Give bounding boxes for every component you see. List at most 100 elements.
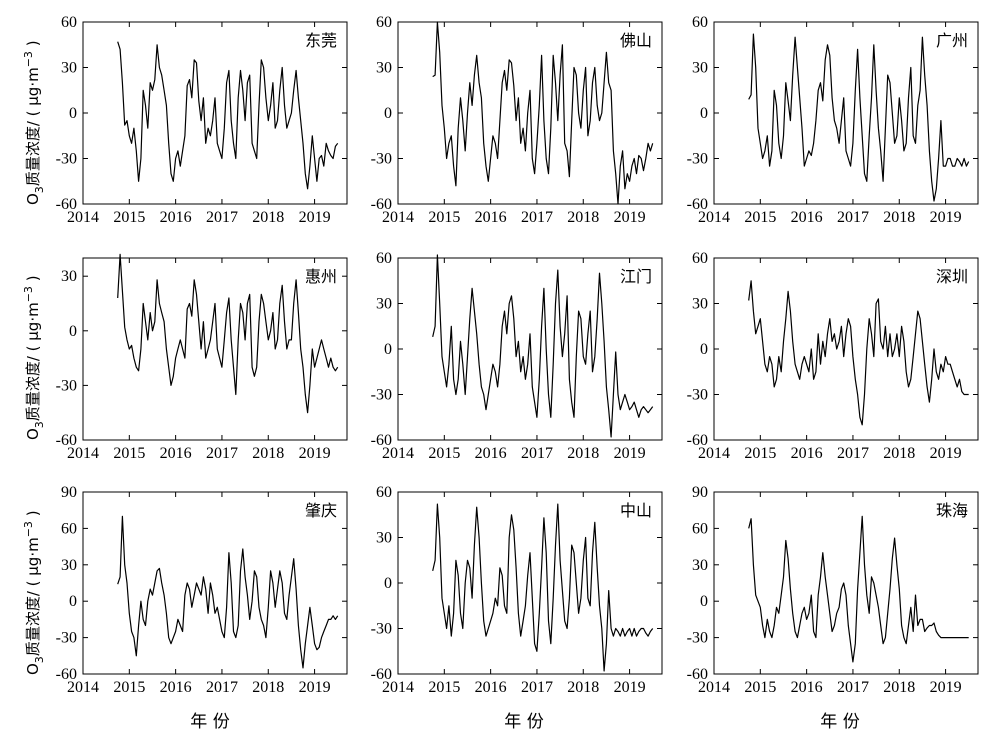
chart-panel: 2014 2015 2016 2017 2018 2019 -60 -30 0 30 60 东莞 bbox=[56, 14, 348, 226]
y-tick-label: 60 bbox=[376, 14, 392, 31]
y-tick-label: 0 bbox=[69, 593, 77, 610]
series-line bbox=[748, 280, 969, 426]
series-line bbox=[117, 253, 339, 414]
y-tick-label: 90 bbox=[61, 484, 77, 501]
x-tick-label: 2014 bbox=[382, 679, 414, 696]
x-tick-label: 2016 bbox=[160, 445, 192, 462]
y-tick-label: -30 bbox=[56, 151, 77, 168]
city-label: 珠海 bbox=[936, 501, 968, 520]
x-tick-label: 2018 bbox=[252, 445, 284, 462]
ylabel-close: ) bbox=[24, 40, 42, 51]
x-tick-label: 2014 bbox=[67, 679, 99, 696]
ylabel-row-1: O3质量浓度/ ( μg·m−3 ) bbox=[22, 40, 46, 205]
x-tick-label: 2015 bbox=[744, 209, 776, 226]
ylabel-sup: −3 bbox=[22, 51, 35, 67]
y-tick-label: 0 bbox=[384, 575, 392, 592]
y-tick-label: 0 bbox=[700, 105, 708, 122]
y-tick-label: -60 bbox=[371, 196, 392, 213]
y-tick-label: 60 bbox=[692, 14, 708, 31]
x-tick-label: 2014 bbox=[698, 679, 730, 696]
y-tick-label: 0 bbox=[69, 105, 77, 122]
x-tick-label: 2017 bbox=[206, 445, 238, 462]
y-tick-label: -30 bbox=[687, 630, 708, 647]
city-label: 中山 bbox=[620, 501, 652, 520]
ylabel-close: ) bbox=[24, 275, 42, 286]
x-tick-label: 2015 bbox=[113, 209, 145, 226]
series-line bbox=[117, 515, 339, 669]
ylabel-row-2: O3质量浓度/ ( μg·m−3 ) bbox=[22, 275, 46, 440]
svg-text:O3质量浓度/ ( μg·m−3 ): O3质量浓度/ ( μg·m−3 ) bbox=[22, 510, 46, 675]
series-line bbox=[432, 21, 654, 205]
ylabel-text: 质量浓度/ ( μg·m bbox=[24, 67, 42, 186]
ylabel-sup: −3 bbox=[22, 286, 35, 302]
x-tick-label: 2017 bbox=[837, 209, 869, 226]
y-tick-label: 0 bbox=[69, 323, 77, 340]
x-tick-label: 2016 bbox=[791, 679, 823, 696]
y-tick-label: -30 bbox=[56, 377, 77, 394]
x-tick-label: 2015 bbox=[744, 679, 776, 696]
y-tick-label: -60 bbox=[687, 196, 708, 213]
y-tick-label: 90 bbox=[692, 484, 708, 501]
y-tick-label: 0 bbox=[384, 341, 392, 358]
x-tick-label: 2018 bbox=[567, 209, 599, 226]
y-tick-label: -60 bbox=[371, 666, 392, 683]
y-tick-label: 30 bbox=[376, 296, 392, 313]
y-tick-label: -60 bbox=[371, 432, 392, 449]
plot-frame bbox=[713, 491, 979, 675]
x-tick-label: 2016 bbox=[475, 679, 507, 696]
series-line bbox=[748, 515, 969, 663]
xlabel-col-1: 年 份 bbox=[190, 712, 229, 732]
y-tick-label: -60 bbox=[687, 432, 708, 449]
city-label: 江门 bbox=[620, 267, 652, 286]
x-tick-label: 2014 bbox=[382, 445, 414, 462]
ylabel-text: 质量浓度/ ( μg·m bbox=[24, 537, 42, 656]
x-tick-label: 2018 bbox=[883, 209, 915, 226]
y-tick-label: 60 bbox=[376, 250, 392, 267]
x-tick-label: 2015 bbox=[744, 445, 776, 462]
chart-panel: 2014 2015 2016 2017 2018 2019 -60 -30 0 30 60 佛山 bbox=[371, 14, 663, 226]
y-tick-label: 0 bbox=[700, 593, 708, 610]
x-tick-label: 2019 bbox=[614, 445, 646, 462]
x-tick-label: 2019 bbox=[930, 679, 962, 696]
ylabel-o: O bbox=[24, 193, 42, 205]
x-tick-label: 2016 bbox=[791, 445, 823, 462]
y-tick-label: 60 bbox=[61, 520, 77, 537]
x-tick-label: 2017 bbox=[521, 209, 553, 226]
x-tick-label: 2019 bbox=[930, 445, 962, 462]
y-tick-label: 60 bbox=[692, 520, 708, 537]
city-label: 广州 bbox=[936, 31, 968, 50]
x-tick-label: 2018 bbox=[252, 679, 284, 696]
x-tick-label: 2019 bbox=[614, 679, 646, 696]
y-tick-label: -30 bbox=[371, 387, 392, 404]
x-tick-label: 2019 bbox=[299, 445, 331, 462]
x-tick-label: 2019 bbox=[614, 209, 646, 226]
y-tick-label: 30 bbox=[376, 60, 392, 77]
x-tick-label: 2018 bbox=[252, 209, 284, 226]
y-tick-label: -60 bbox=[687, 666, 708, 683]
y-tick-label: 30 bbox=[61, 268, 77, 285]
ylabel-text: 质量浓度/ ( μg·m bbox=[24, 302, 42, 421]
x-tick-label: 2018 bbox=[883, 445, 915, 462]
y-tick-label: 30 bbox=[61, 60, 77, 77]
city-label: 肇庆 bbox=[305, 501, 337, 520]
chart-panel: 2014 2015 2016 2017 2018 2019 -60 -30 0 30 60 江门 bbox=[371, 250, 663, 462]
x-tick-label: 2016 bbox=[475, 209, 507, 226]
chart-panel: 2014 2015 2016 2017 2018 2019 -60 -30 0 30 60 90 肇庆 bbox=[56, 484, 348, 696]
x-tick-label: 2016 bbox=[160, 679, 192, 696]
x-tick-label: 2018 bbox=[883, 679, 915, 696]
x-tick-label: 2017 bbox=[206, 209, 238, 226]
y-tick-label: -30 bbox=[371, 621, 392, 638]
x-tick-label: 2014 bbox=[382, 209, 414, 226]
y-tick-label: -30 bbox=[56, 630, 77, 647]
x-tick-label: 2015 bbox=[428, 209, 460, 226]
y-tick-label: 60 bbox=[692, 250, 708, 267]
y-tick-label: -30 bbox=[371, 151, 392, 168]
series-line bbox=[748, 33, 970, 202]
x-tick-label: 2017 bbox=[837, 445, 869, 462]
ylabel-sub: 3 bbox=[33, 656, 46, 663]
x-tick-label: 2015 bbox=[113, 445, 145, 462]
plot-frame bbox=[82, 257, 348, 441]
chart-panel: 2014 2015 2016 2017 2018 2019 -60 -30 0 30 惠州 bbox=[56, 253, 348, 462]
city-label: 深圳 bbox=[936, 267, 968, 286]
chart-panel: 2014 2015 2016 2017 2018 2019 -60 -30 0 30 60 90 珠海 bbox=[687, 484, 979, 696]
